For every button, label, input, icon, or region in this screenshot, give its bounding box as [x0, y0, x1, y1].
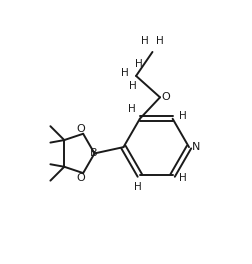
Text: O: O — [161, 92, 170, 102]
Text: N: N — [192, 142, 201, 152]
Text: H: H — [179, 111, 187, 121]
Text: O: O — [77, 124, 85, 134]
Text: H: H — [179, 173, 187, 183]
Text: H: H — [129, 104, 136, 114]
Text: H: H — [121, 68, 129, 78]
Text: H: H — [141, 36, 149, 46]
Text: H: H — [156, 36, 164, 46]
Text: H: H — [129, 81, 137, 91]
Text: O: O — [77, 173, 85, 183]
Text: H: H — [134, 182, 142, 192]
Text: H: H — [135, 59, 142, 69]
Text: B: B — [90, 148, 98, 158]
